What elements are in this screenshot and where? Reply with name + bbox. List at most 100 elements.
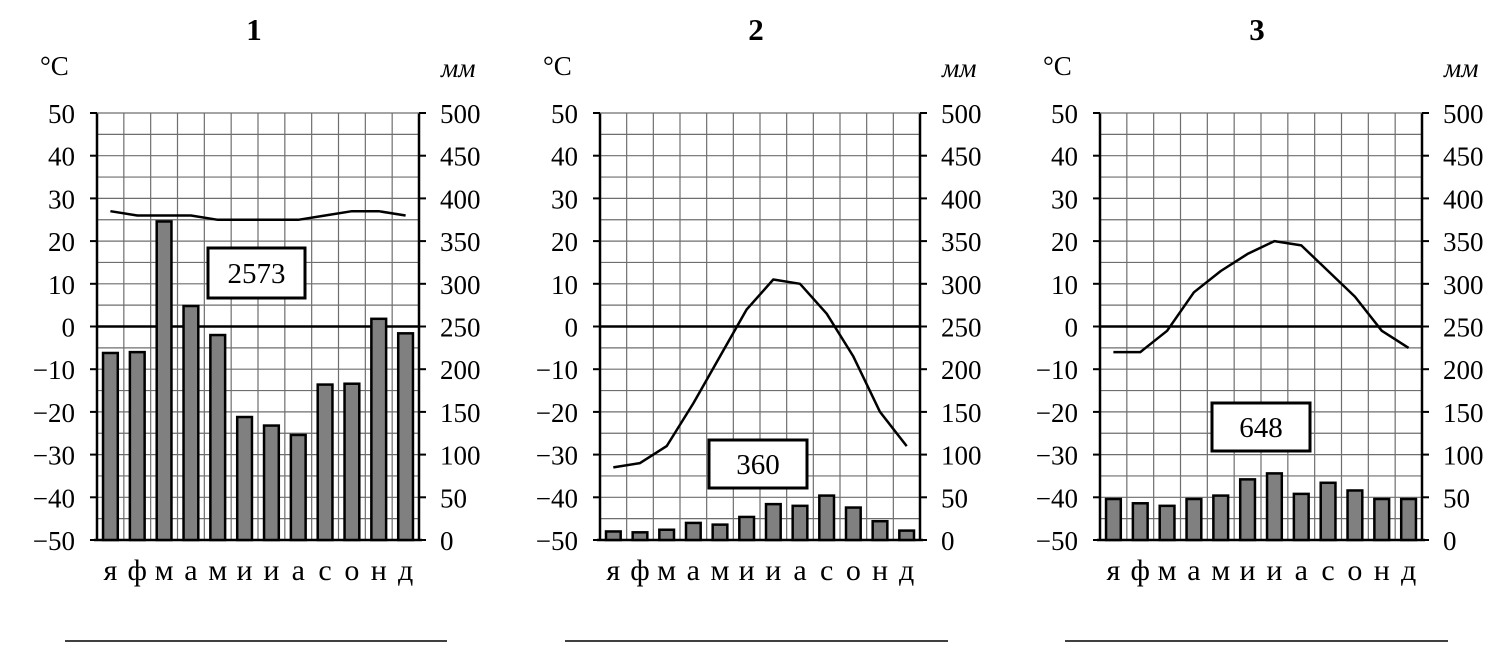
precip-bar	[1267, 473, 1282, 540]
month-label: я	[606, 554, 620, 587]
precip-tick-label: 250	[440, 313, 481, 343]
precip-tick-label: 500	[1443, 99, 1484, 129]
precip-bar	[237, 417, 252, 540]
precip-bar	[686, 523, 701, 540]
precip-tick-label: 200	[440, 355, 481, 385]
temp-tick-label: 50	[551, 99, 578, 129]
month-label: а	[793, 554, 806, 587]
precip-bar	[1187, 499, 1202, 540]
temp-tick-label: −40	[1036, 483, 1078, 513]
precip-tick-label: 500	[440, 99, 481, 129]
precip-bar	[1374, 499, 1389, 540]
month-label: с	[820, 554, 833, 587]
precip-tick-label: 150	[1443, 398, 1484, 428]
temp-tick-label: −40	[33, 483, 75, 513]
precip-bar	[713, 525, 728, 540]
precip-tick-label: 0	[440, 526, 454, 556]
precip-tick-label: 150	[440, 398, 481, 428]
month-label: д	[398, 554, 413, 587]
precip-bar	[1133, 503, 1148, 540]
temp-tick-label: −10	[1036, 355, 1078, 385]
precip-unit-label: мм	[1443, 53, 1478, 83]
chart-title: 2	[748, 12, 764, 47]
temp-tick-label: 10	[48, 270, 75, 300]
month-label: ф	[630, 554, 649, 587]
month-label: и	[765, 554, 781, 587]
climatogram-1: 50403020100−10−20−30−40−5050045040035030…	[33, 12, 481, 641]
month-label: и	[237, 554, 253, 587]
precip-tick-label: 350	[1443, 227, 1484, 257]
precip-bar	[1401, 499, 1416, 540]
temp-tick-label: 0	[565, 313, 579, 343]
month-label: ф	[128, 554, 147, 587]
precip-bar	[130, 352, 145, 540]
temp-tick-label: −30	[33, 441, 75, 471]
precip-bar	[633, 532, 648, 540]
month-label: ф	[1131, 554, 1150, 587]
month-label: а	[687, 554, 700, 587]
temp-tick-label: 0	[1065, 313, 1079, 343]
precip-tick-label: 0	[941, 526, 955, 556]
precip-tick-label: 200	[941, 355, 982, 385]
month-label: о	[846, 554, 861, 587]
month-label: я	[104, 554, 118, 587]
precip-bar	[606, 531, 621, 540]
precip-bar	[1160, 506, 1175, 540]
precip-bar	[103, 353, 118, 540]
precip-bar	[1348, 490, 1363, 540]
month-label: и	[739, 554, 755, 587]
precip-tick-label: 350	[440, 227, 481, 257]
chart-title: 3	[1249, 12, 1265, 47]
temp-tick-label: −30	[1036, 441, 1078, 471]
precip-bar	[1321, 483, 1336, 540]
precip-unit-label: мм	[440, 53, 475, 83]
precip-bar	[371, 319, 386, 540]
temp-tick-label: −20	[536, 398, 578, 428]
precip-tick-label: 250	[1443, 313, 1484, 343]
precip-bar	[184, 306, 199, 540]
precip-bar	[291, 435, 306, 540]
temp-tick-label: −10	[536, 355, 578, 385]
precip-bar	[157, 221, 172, 540]
temp-tick-label: 50	[48, 99, 75, 129]
temp-tick-label: −50	[33, 526, 75, 556]
precip-tick-label: 300	[1443, 270, 1484, 300]
month-label: а	[184, 554, 197, 587]
month-label: а	[1187, 554, 1200, 587]
month-label: м	[1211, 554, 1230, 587]
precip-bar	[398, 333, 413, 540]
precip-tick-label: 50	[1443, 483, 1470, 513]
month-label: м	[1158, 554, 1177, 587]
precip-tick-label: 300	[941, 270, 982, 300]
precip-tick-label: 350	[941, 227, 982, 257]
precip-bar	[345, 384, 360, 540]
temp-tick-label: −20	[33, 398, 75, 428]
precip-tick-label: 50	[440, 483, 467, 513]
precip-bar	[1240, 479, 1255, 540]
temp-unit-label: °C	[543, 51, 572, 81]
climatogram-2: 50403020100−10−20−30−40−5050045040035030…	[536, 12, 982, 641]
precip-bar	[1294, 494, 1309, 540]
temp-tick-label: −40	[536, 483, 578, 513]
temp-tick-label: 40	[1051, 142, 1078, 172]
temp-tick-label: 30	[551, 184, 578, 214]
month-label: о	[344, 554, 359, 587]
precip-tick-label: 0	[1443, 526, 1457, 556]
precip-bar	[739, 517, 754, 540]
precip-bar	[659, 530, 674, 540]
precip-bar	[793, 506, 808, 540]
month-label: с	[318, 554, 331, 587]
annual-total-label: 360	[736, 449, 780, 481]
temp-tick-label: 30	[48, 184, 75, 214]
temp-tick-label: 0	[62, 313, 76, 343]
month-label: н	[371, 554, 387, 587]
month-label: м	[657, 554, 676, 587]
precip-bar	[210, 335, 225, 540]
precip-bar	[899, 531, 914, 540]
temp-tick-label: 20	[1051, 227, 1078, 257]
month-label: д	[899, 554, 914, 587]
month-label: м	[711, 554, 730, 587]
precip-tick-label: 400	[1443, 184, 1484, 214]
